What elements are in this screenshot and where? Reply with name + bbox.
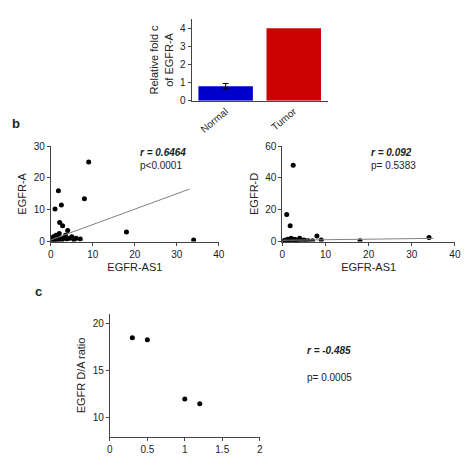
- svg-text:0: 0: [107, 444, 113, 455]
- svg-text:3: 3: [180, 41, 186, 52]
- svg-text:20: 20: [34, 172, 46, 183]
- svg-text:Tumor: Tumor: [269, 105, 298, 132]
- svg-text:0: 0: [271, 236, 277, 247]
- svg-text:10: 10: [34, 204, 46, 215]
- svg-text:0.5: 0.5: [140, 444, 154, 455]
- svg-text:0: 0: [180, 95, 186, 106]
- svg-text:30: 30: [406, 249, 418, 260]
- svg-text:EGFR-AS1: EGFR-AS1: [107, 261, 162, 273]
- svg-text:r = 0.6464: r = 0.6464: [140, 147, 186, 158]
- svg-text:1: 1: [180, 77, 186, 88]
- svg-text:EGFR-AS1: EGFR-AS1: [341, 261, 396, 273]
- svg-text:20: 20: [129, 249, 141, 260]
- svg-text:1: 1: [182, 444, 188, 455]
- svg-text:30: 30: [171, 249, 183, 260]
- svg-text:0: 0: [39, 236, 45, 247]
- svg-text:0: 0: [280, 249, 286, 260]
- svg-text:10: 10: [93, 412, 105, 423]
- svg-text:0: 0: [48, 249, 54, 260]
- svg-text:10: 10: [320, 249, 332, 260]
- svg-text:40: 40: [213, 249, 225, 260]
- svg-text:b: b: [12, 116, 20, 131]
- svg-text:1.5: 1.5: [215, 444, 229, 455]
- svg-text:20: 20: [265, 204, 277, 215]
- svg-text:EGFR-A: EGFR-A: [16, 172, 28, 214]
- svg-text:EGFR D/A ratio: EGFR D/A ratio: [75, 338, 87, 414]
- svg-text:c: c: [35, 284, 42, 299]
- svg-text:20: 20: [93, 318, 105, 329]
- svg-text:r = -0.485: r = -0.485: [307, 345, 351, 356]
- svg-text:20: 20: [363, 249, 375, 260]
- svg-text:4: 4: [180, 23, 186, 34]
- svg-text:r = 0.092: r = 0.092: [371, 147, 412, 158]
- svg-text:EGFR-D: EGFR-D: [248, 173, 260, 215]
- svg-text:15: 15: [93, 365, 105, 376]
- svg-text:10: 10: [87, 249, 99, 260]
- svg-text:p= 0.0005: p= 0.0005: [307, 372, 352, 383]
- svg-text:p<0.0001: p<0.0001: [140, 160, 182, 171]
- svg-text:40: 40: [265, 172, 277, 183]
- svg-text:2: 2: [257, 444, 263, 455]
- svg-text:30: 30: [34, 141, 46, 152]
- svg-text:Normal: Normal: [198, 106, 230, 135]
- svg-text:60: 60: [265, 141, 277, 152]
- svg-text:p= 0.5383: p= 0.5383: [371, 160, 416, 171]
- svg-text:Relative fold cof EGFR-A: Relative fold cof EGFR-A: [148, 25, 174, 95]
- svg-text:40: 40: [449, 249, 461, 260]
- svg-text:2: 2: [180, 59, 186, 70]
